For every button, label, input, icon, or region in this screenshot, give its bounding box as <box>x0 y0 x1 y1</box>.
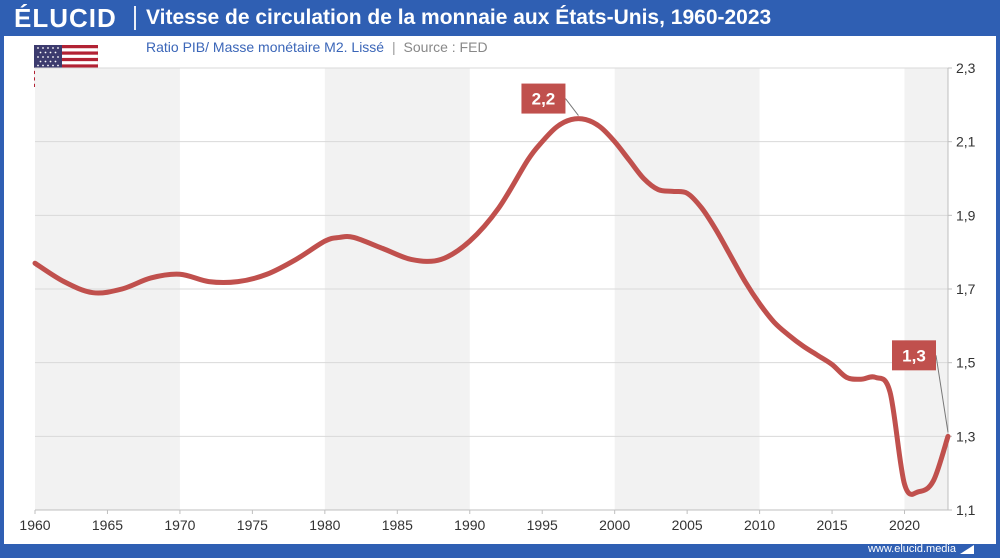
x-tick-label: 1975 <box>237 517 268 533</box>
chart-title: Vitesse de circulation de la monnaie aux… <box>146 6 772 29</box>
y-tick-label: 1,1 <box>956 502 976 518</box>
y-tick-label: 2,1 <box>956 134 976 150</box>
elucid-mark-icon <box>960 545 974 554</box>
x-tick-label: 1985 <box>382 517 413 533</box>
chart-subtitle: Ratio PIB/ Masse monétaire M2. Lissé | S… <box>146 39 488 55</box>
y-tick-label: 2,3 <box>956 60 976 76</box>
annotation-leader-line <box>935 355 949 433</box>
x-tick-label: 2000 <box>599 517 630 533</box>
annotation-box <box>892 340 936 371</box>
header-divider <box>134 6 136 30</box>
subtitle-text: Ratio PIB/ Masse monétaire M2. Lissé <box>146 39 385 55</box>
x-tick-label: 1990 <box>454 517 485 533</box>
header-bar: ÉLUCID Vitesse de circulation de la monn… <box>0 0 1000 36</box>
annotation-label: 2,2 <box>532 90 556 109</box>
annotation-leader-line <box>565 98 579 116</box>
x-tick-label: 1970 <box>164 517 195 533</box>
x-tick-label: 1980 <box>309 517 340 533</box>
y-tick-label: 1,3 <box>956 428 976 444</box>
x-tick-label: 2020 <box>889 517 920 533</box>
x-tick-label: 1995 <box>527 517 558 533</box>
source-label: Source : FED <box>403 39 488 55</box>
elucid-logo[interactable]: ÉLUCID <box>14 3 117 33</box>
velocity-series-line <box>32 116 951 497</box>
y-tick-label: 1,5 <box>956 355 976 371</box>
x-tick-label: 2010 <box>744 517 775 533</box>
y-tick-label: 1,9 <box>956 207 976 223</box>
x-tick-label: 2015 <box>816 517 847 533</box>
footer-url[interactable]: www.elucid.media <box>867 543 956 555</box>
x-tick-label: 1960 <box>19 517 50 533</box>
x-tick-label: 1965 <box>92 517 123 533</box>
annotation-box <box>521 83 566 114</box>
y-tick-label: 1,7 <box>956 281 976 297</box>
annotation-label: 1,3 <box>902 346 926 365</box>
x-tick-label: 2005 <box>672 517 703 533</box>
subtitle-separator: | <box>392 39 396 55</box>
